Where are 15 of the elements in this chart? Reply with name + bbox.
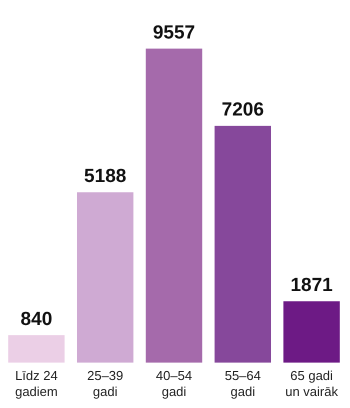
x-tick-label: 65 gadi un vairāk <box>285 368 338 399</box>
bar <box>283 301 340 363</box>
data-label: 9557 <box>152 22 196 44</box>
bar <box>146 48 202 363</box>
bar <box>214 126 272 363</box>
bar <box>76 192 134 363</box>
x-tick-label: Līdz 24 gadiem <box>15 368 58 399</box>
data-label: 7206 <box>222 100 264 121</box>
x-tick-label: 40–54 gadi <box>156 368 192 399</box>
x-tick-label: 55–64 gadi <box>224 368 261 399</box>
data-label: 840 <box>20 308 52 330</box>
data-label: 5188 <box>84 166 126 187</box>
x-tick-label: 25–39 gadi <box>87 368 124 399</box>
data-label: 1871 <box>290 275 334 296</box>
bar <box>8 335 65 363</box>
